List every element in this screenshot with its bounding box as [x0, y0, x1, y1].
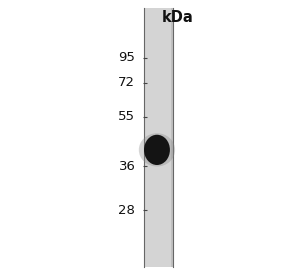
Text: 36: 36: [118, 160, 135, 173]
Ellipse shape: [139, 133, 175, 167]
Text: 55: 55: [118, 110, 135, 123]
Text: 28: 28: [118, 204, 135, 217]
Bar: [144, 8, 173, 267]
Text: kDa: kDa: [161, 10, 193, 25]
Bar: [145, 8, 171, 267]
Text: 72: 72: [118, 76, 135, 89]
Text: 95: 95: [118, 51, 135, 64]
Ellipse shape: [144, 135, 170, 165]
